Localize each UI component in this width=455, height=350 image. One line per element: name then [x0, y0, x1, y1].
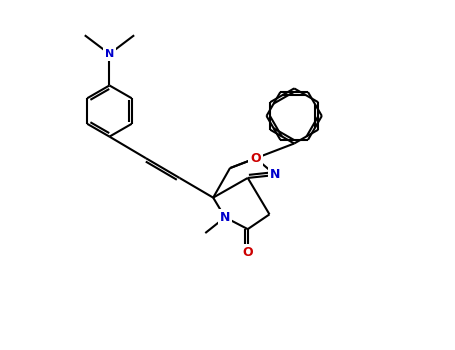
Text: N: N — [270, 168, 281, 182]
Text: N: N — [220, 211, 230, 224]
Text: O: O — [250, 152, 261, 165]
Text: O: O — [243, 246, 253, 259]
Text: N: N — [105, 49, 114, 59]
